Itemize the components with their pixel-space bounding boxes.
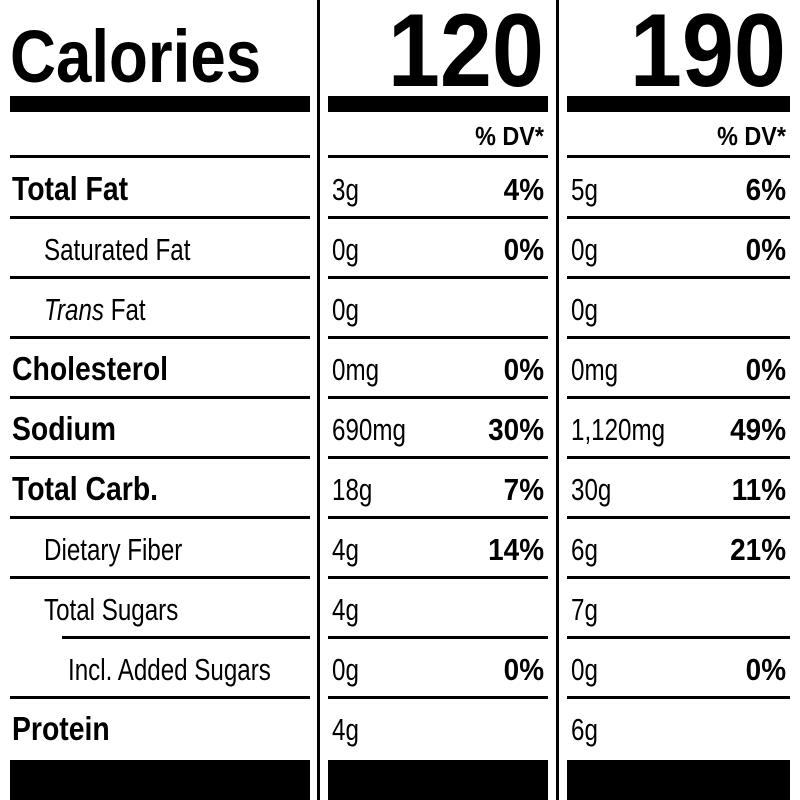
dv-header: % DV* [475,123,544,151]
rule [328,155,548,158]
divider [556,0,559,800]
rule [328,336,548,339]
amount: 0g [332,652,359,687]
nutrient-name: Protein [12,710,110,748]
rule [567,276,790,279]
amount: 6g [571,712,598,747]
amount: 5g [571,172,598,207]
bottom-bar [567,760,790,800]
rule [567,456,790,459]
rule [10,396,310,399]
rule [10,576,310,579]
daily-value: 30% [488,413,544,448]
amount: 0g [332,292,359,327]
amount: 4g [332,712,359,747]
daily-value: 0% [746,353,786,388]
nutrient-name: Saturated Fat [44,232,191,267]
nutrient-name: Cholesterol [12,350,168,388]
amount: 30g [571,472,611,507]
calories-value: 190 [630,0,786,108]
amount: 0g [571,292,598,327]
rule [567,216,790,219]
nutrient-name: Total Carb. [12,470,158,508]
divider [317,0,320,800]
amount: 4g [332,592,359,627]
rule [328,456,548,459]
nutrient-name: Trans Fat [44,292,146,327]
daily-value: 11% [732,473,786,508]
daily-value: 0% [746,233,786,268]
amount: 1,120mg [571,412,665,447]
amount: 0mg [571,352,618,387]
rule [10,696,310,699]
daily-value: 4% [504,173,544,208]
amount: 0mg [332,352,379,387]
bottom-bar [328,760,548,800]
amount: 0g [571,232,598,267]
amount: 4g [332,532,359,567]
rule [567,636,790,639]
rule [10,456,310,459]
rule [328,576,548,579]
dv-header: % DV* [717,123,786,151]
daily-value: 0% [504,653,544,688]
rule [62,636,310,639]
daily-value: 0% [504,353,544,388]
calories-value: 120 [388,0,544,108]
rule [567,396,790,399]
daily-value: 21% [730,533,786,568]
daily-value: 14% [488,533,544,568]
bottom-bar [10,760,310,800]
amount: 7g [571,592,598,627]
nutrient-name-italic: Trans [44,292,104,327]
rule [567,336,790,339]
daily-value: 6% [746,173,786,208]
daily-value: 7% [504,473,544,508]
rule [10,336,310,339]
daily-value: 0% [746,653,786,688]
rule [567,696,790,699]
rule [328,396,548,399]
nutrient-name: Dietary Fiber [44,532,182,567]
rule [328,276,548,279]
nutrient-name: Total Sugars [44,592,178,627]
amount: 3g [332,172,359,207]
rule [328,516,548,519]
nutrient-name: Sodium [12,410,116,448]
rule [567,516,790,519]
thick-bar [10,96,310,112]
nutrient-name-rest: Fat [111,292,146,327]
rule [567,155,790,158]
amount: 0g [332,232,359,267]
rule [328,216,548,219]
amount: 18g [332,472,372,507]
rule [10,216,310,219]
amount: 0g [571,652,598,687]
thick-bar [328,96,548,112]
rule [10,155,310,158]
daily-value: 49% [730,413,786,448]
rule [10,516,310,519]
rule [567,576,790,579]
rule [10,276,310,279]
amount: 6g [571,532,598,567]
nutrient-name: Incl. Added Sugars [68,652,271,687]
amount: 690mg [332,412,406,447]
rule [328,696,548,699]
daily-value: 0% [504,233,544,268]
calories-label: Calories [10,16,261,99]
nutrient-name: Total Fat [12,170,128,208]
thick-bar [567,96,790,112]
rule [328,636,548,639]
